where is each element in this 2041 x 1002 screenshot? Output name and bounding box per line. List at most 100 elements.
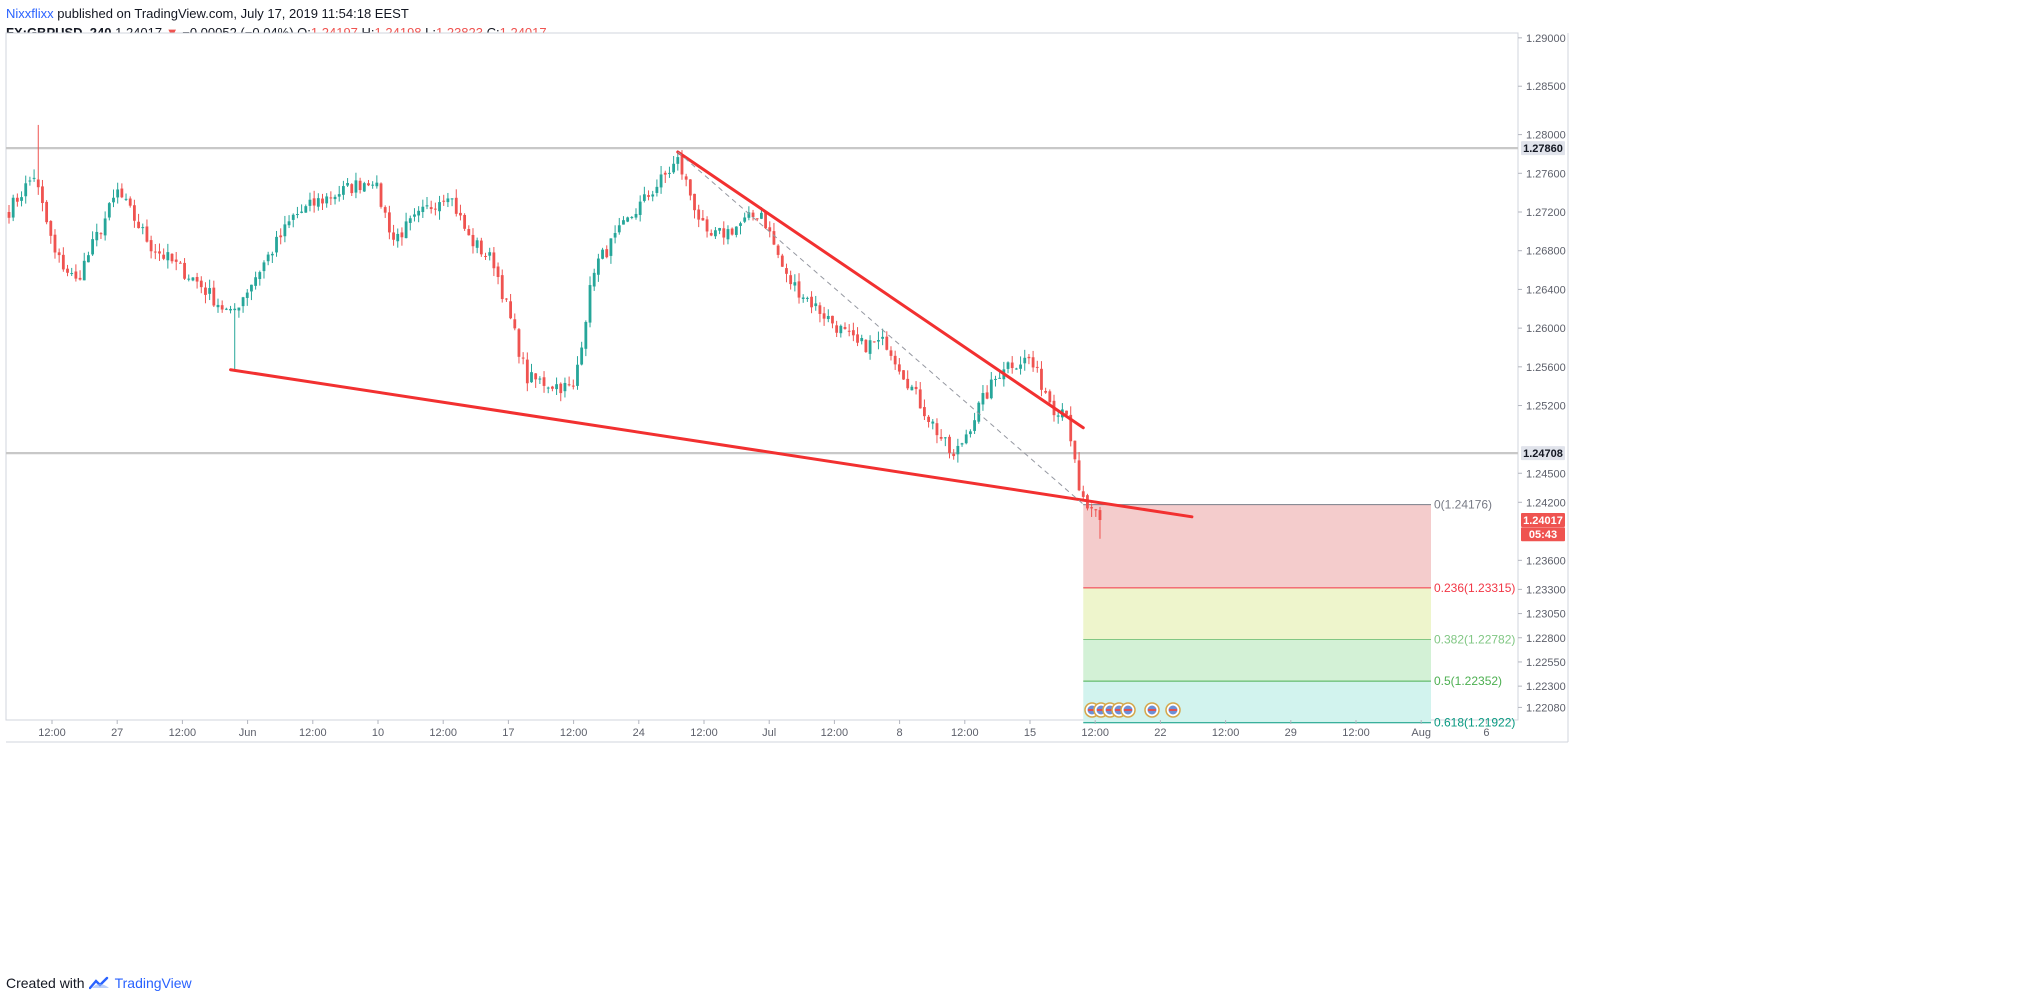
candle [354,172,358,199]
candle-body [237,307,241,311]
trendline-upper[interactable] [676,150,1085,430]
candle [877,331,880,350]
candle-body [705,219,709,232]
tradingview-brand[interactable]: TradingView [114,975,192,991]
candle-body [613,233,617,238]
candle-body [785,268,788,274]
candle [939,429,943,441]
candle [195,272,199,289]
candle [601,247,604,260]
candle-body [49,221,53,236]
event-flag-icon[interactable] [1120,702,1136,718]
candle [392,224,395,246]
candle [438,195,441,220]
candle-body [525,359,529,384]
candle-body [893,355,897,365]
candle-body [383,207,387,213]
candle [1010,356,1014,374]
price-badge [1521,527,1565,542]
candle [275,230,278,257]
candle-body [275,236,278,253]
y-tick-label: 1.25200 [1526,401,1566,413]
candle-body [321,198,324,204]
candle [459,204,462,221]
candle [697,204,701,228]
candle [622,216,625,225]
candle-body [36,179,40,188]
candle [41,179,44,212]
price-axis[interactable]: 1.29000 1.28500 1.28000 1.27600 1.27200 1.268… [1518,33,1566,715]
candle [864,339,868,353]
x-tick-label: 12:00 [821,727,849,739]
candle-body [454,197,458,214]
candle-body [605,249,609,258]
candle-body [726,229,730,240]
candle [1077,452,1081,492]
trendline-lower[interactable] [229,368,1194,519]
candle [693,193,696,219]
candle-body [342,186,345,195]
event-flag-icon[interactable] [1144,702,1160,718]
candle [99,232,103,239]
x-tick-label: 15 [1024,727,1036,739]
candle-body [588,285,592,323]
candle [889,346,893,361]
candle-body [120,188,124,198]
candle-body [688,179,692,196]
candle [701,210,705,221]
horizontal-lines[interactable] [6,147,1518,455]
price-badge [1521,141,1565,156]
candle [170,253,174,264]
candle-body [112,197,115,203]
candle [91,231,94,256]
candle-body [107,203,111,218]
candle [626,216,630,223]
candle-body [521,357,525,359]
candle-body [831,315,834,324]
fib-retracement[interactable]: 0(1.24176) 0.236(1.23315) 0.382(1.22782) 0.… [1083,498,1515,730]
candle [45,200,49,225]
candle [454,189,458,217]
candle [258,270,262,286]
y-tick-label: 1.22300 [1526,681,1566,693]
candle [53,229,57,259]
candle [442,194,446,206]
candle-body [496,266,500,278]
candle-body [153,251,157,253]
candle [346,178,349,187]
trendlines[interactable] [229,150,1194,519]
candle-body [994,378,997,380]
candle-body [881,336,885,339]
event-flag-icon[interactable] [1165,702,1181,718]
candle-body [513,319,517,329]
candle [162,248,166,261]
candle [605,245,609,259]
y-tick-label: 1.28000 [1526,130,1566,142]
time-axis[interactable]: 12:00 27 12:00 Jun 12:00 10 12:00 17 12:00 24 12:0… [38,720,1489,739]
y-tick-label: 1.27600 [1526,168,1566,180]
candle [61,247,65,272]
candle-body [651,194,655,197]
candle-body [459,212,462,216]
candle [417,206,421,223]
candle [82,252,86,281]
candle [266,251,270,266]
candle-body [99,233,103,235]
candle-body [768,227,772,232]
candle-body [897,364,901,372]
candle [496,262,500,285]
author-link[interactable]: Nixxflixx [6,6,54,21]
candle [400,227,404,246]
candle [220,300,224,313]
candle-body [935,423,939,436]
candle-body [174,259,178,262]
candle-body [797,281,801,298]
candle [107,202,111,221]
candle-body [885,336,889,350]
candle [387,205,391,240]
candle [801,294,805,303]
candle-body [567,384,571,386]
economic-events[interactable] [1084,702,1181,718]
candle [592,268,596,291]
